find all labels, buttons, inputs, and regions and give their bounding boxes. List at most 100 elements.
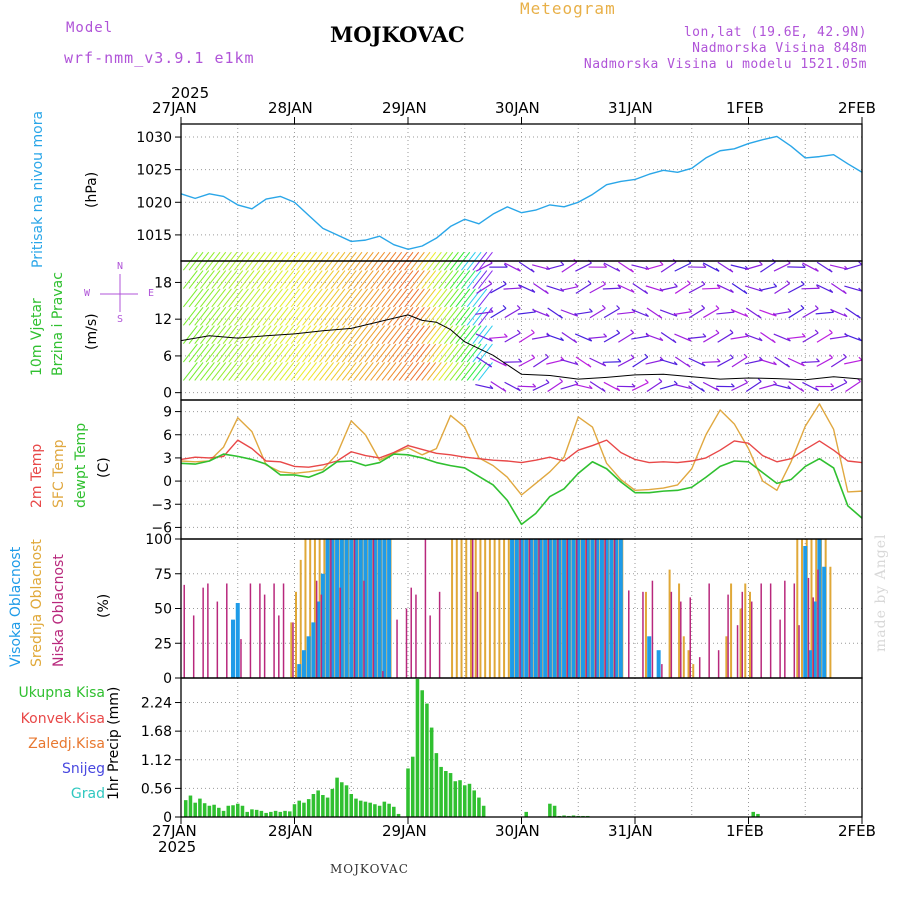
wind-barb xyxy=(415,306,431,326)
wind-arrow-head xyxy=(573,339,578,344)
wind-barb xyxy=(194,288,210,308)
wind-barb xyxy=(194,343,210,363)
wind-barb xyxy=(279,270,295,289)
wind-barb xyxy=(444,270,459,289)
wind-barb xyxy=(228,362,244,381)
wind-barb xyxy=(409,362,425,381)
wind-arrow-head xyxy=(858,356,863,361)
cloud-high-axis-title: Visoka Oblacnost xyxy=(8,546,24,667)
wind-arrow xyxy=(731,381,748,392)
wind-barb xyxy=(319,270,334,289)
wind-barb xyxy=(455,343,471,363)
wind-arrow-head xyxy=(814,305,819,309)
wind-barb xyxy=(449,343,465,363)
wind-arrow-head xyxy=(489,308,494,313)
wind-arrow xyxy=(490,381,507,392)
date-tick-bottom: 31JAN xyxy=(608,822,653,840)
wind-barb xyxy=(364,325,380,344)
wind-arrow-head xyxy=(702,333,707,338)
precip-bar xyxy=(363,801,368,817)
wind-arrow-head xyxy=(743,290,748,295)
sfc-temp-line xyxy=(180,403,863,496)
wind-barb xyxy=(336,306,351,326)
wind-barb xyxy=(194,270,210,289)
precip-bar xyxy=(273,810,278,817)
wind-barb xyxy=(466,362,482,381)
wind-barb xyxy=(228,288,244,308)
wind-arrow-head xyxy=(545,379,550,384)
wind-arrow-head xyxy=(688,308,693,313)
wind-arrow xyxy=(673,311,692,316)
wind-arrow-head xyxy=(645,313,649,317)
wind-barb xyxy=(398,288,414,308)
wind-arrow xyxy=(787,266,806,268)
wind-arrow xyxy=(830,308,848,318)
wind-arrow-head xyxy=(601,304,606,309)
y-tick-label: 0 xyxy=(163,386,172,402)
wind-arrow-head xyxy=(630,329,635,334)
wind-arrow xyxy=(532,264,550,270)
wind-arrow xyxy=(673,383,692,390)
wind-arrow xyxy=(533,356,549,368)
wind-barb xyxy=(211,343,227,363)
precip-bar xyxy=(571,815,576,817)
wind-barb xyxy=(444,343,459,363)
wind-barb xyxy=(319,288,334,308)
y-tick-label: 75 xyxy=(154,567,172,583)
compass-e: E xyxy=(148,288,155,299)
date-tick-top: 28JAN xyxy=(268,99,313,117)
wind-arrow-head xyxy=(517,267,521,272)
wind-arrow xyxy=(560,286,579,292)
wind-arrow xyxy=(503,287,522,290)
wind-barb xyxy=(336,270,351,289)
wind-arrow xyxy=(760,261,776,273)
wind-barb xyxy=(285,325,300,344)
wind-barb xyxy=(262,270,278,289)
precip-bar xyxy=(751,811,756,817)
wind-barb xyxy=(302,343,317,363)
wind-arrow-head xyxy=(631,383,636,388)
year-bottom: 2025 xyxy=(158,838,197,856)
wind-arrow xyxy=(645,359,664,365)
wind-arrow xyxy=(703,308,720,319)
wind-arrow-head xyxy=(701,362,706,367)
wind-barb xyxy=(415,343,431,363)
wind-arrow xyxy=(744,264,763,271)
wind-barb xyxy=(444,325,459,344)
wind-arrow xyxy=(560,358,579,366)
precip-bar xyxy=(297,800,302,817)
wind-arrow-head xyxy=(757,314,762,319)
wind-arrow xyxy=(730,264,749,270)
wind-barb xyxy=(273,343,289,363)
wind-barb xyxy=(444,362,459,381)
wind-arrow-head xyxy=(531,288,536,293)
wind-axis-title: 10m Vjetar xyxy=(29,298,45,376)
wind-barb xyxy=(336,288,351,308)
wind-barb xyxy=(375,306,391,326)
wind-arrow-head xyxy=(630,268,634,273)
wind-barb xyxy=(239,306,255,326)
wind-arrow-head xyxy=(800,388,805,392)
precip-bar xyxy=(325,797,330,817)
wind-barb xyxy=(245,362,261,381)
wind-arrow-head xyxy=(531,354,536,359)
wind-arrow xyxy=(802,262,819,272)
wind-arrow xyxy=(660,261,677,273)
wind-arrow-head xyxy=(702,263,707,268)
wind-barb xyxy=(324,343,340,363)
legend-hail: Grad xyxy=(70,786,105,802)
compass-rose-icon xyxy=(100,274,138,312)
y-tick-label: 1.68 xyxy=(141,724,172,740)
temp2m-line xyxy=(180,439,863,468)
wind-arrow-head xyxy=(489,385,494,389)
wind-arrow-head xyxy=(603,263,608,268)
wind-barb xyxy=(302,270,317,289)
wind-barb xyxy=(472,325,488,344)
wind-barb xyxy=(228,306,244,326)
wind-barb xyxy=(404,325,420,344)
wind-barb xyxy=(409,270,425,289)
wind-arrow xyxy=(546,264,564,271)
precip-bar xyxy=(444,771,448,817)
y-tick-label: 0 xyxy=(163,474,172,490)
